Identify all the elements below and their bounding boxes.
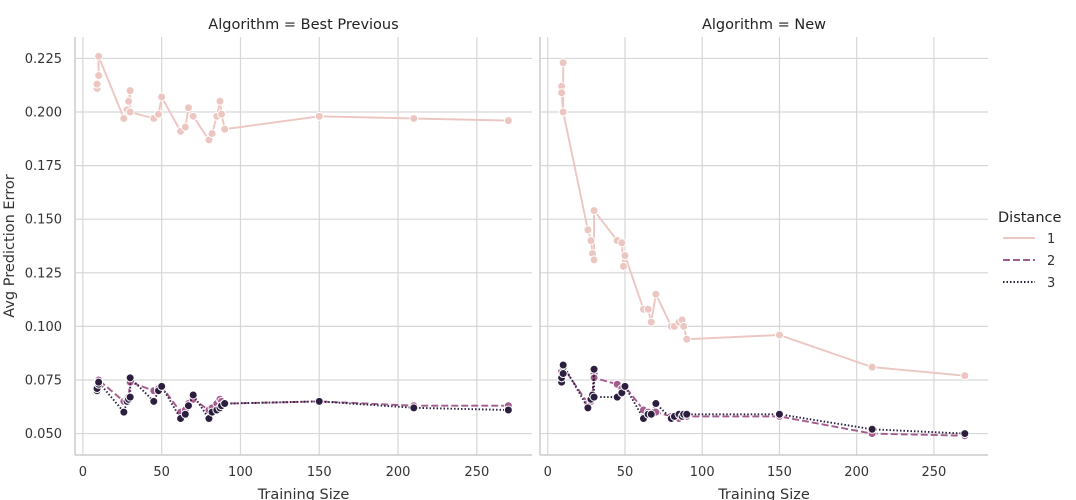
data-point-distance-1 [503,116,513,126]
legend-label-distance-1: 1 [1047,232,1055,247]
data-point-distance-1 [180,122,190,132]
data-point-distance-1 [589,255,599,265]
data-point-distance-3 [157,381,167,391]
data-point-distance-1 [220,124,230,134]
data-point-distance-3 [960,429,970,439]
data-point-distance-1 [682,334,692,344]
data-point-distance-3 [503,405,513,415]
x-tick-label: 250 [922,465,947,480]
panel-1: 0 50 100 150 200 250 [539,37,988,480]
data-point-distance-3 [183,401,193,411]
y-tick-label: 0.200 [25,106,62,121]
data-point-distance-1 [92,79,102,89]
x-tick-label: 250 [464,465,489,480]
data-point-distance-3 [651,399,661,409]
data-point-distance-3 [180,409,190,419]
data-point-distance-3 [119,407,129,417]
data-point-distance-1 [314,111,324,121]
data-point-distance-3 [149,396,159,406]
series-line-distance-3 [560,364,965,435]
y-tick-label: 0.150 [25,213,62,228]
data-point-distance-1 [125,107,135,117]
data-point-distance-1 [217,109,227,119]
data-point-distance-1 [583,225,593,235]
data-point-distance-1 [558,58,568,68]
data-point-distance-3 [589,364,599,374]
panel-title-new: Algorithm = New [702,17,826,33]
data-point-distance-3 [558,360,568,370]
data-point-distance-1 [557,88,567,98]
data-point-distance-1 [94,71,104,81]
x-tick-label: 200 [386,465,411,480]
legend-label-distance-2: 2 [1047,254,1055,269]
data-point-distance-3 [620,381,630,391]
series-line-distance-2 [560,366,965,437]
data-point-distance-1 [124,96,134,106]
x-tick-label: 0 [79,465,87,480]
data-point-distance-3 [188,390,198,400]
data-point-distance-3 [558,369,568,379]
x-axis-title-right: Training Size [717,487,810,500]
x-tick-label: 100 [690,465,715,480]
y-tick-label: 0.050 [25,427,62,442]
data-point-distance-1 [617,238,627,248]
data-point-distance-1 [960,371,970,381]
y-axis-title: Avg Prediction Error [2,174,18,317]
x-tick-label: 200 [844,465,869,480]
data-point-distance-1 [215,96,225,106]
data-point-distance-1 [643,304,653,314]
y-tick-label: 0.100 [25,320,62,335]
data-point-distance-3 [583,403,593,413]
y-tick-label: 0.125 [25,266,62,281]
y-tick-label: 0.175 [25,159,62,174]
data-point-distance-1 [188,111,198,121]
y-tick-label: 0.225 [25,52,62,67]
x-tick-label: 50 [617,465,634,480]
x-tick-label: 150 [307,465,332,480]
data-point-distance-1 [620,251,630,261]
x-tick-label: 100 [228,465,253,480]
x-tick-label: 50 [153,465,170,480]
data-point-distance-3 [220,399,230,409]
x-axis-title-left: Training Size [257,487,350,500]
data-point-distance-3 [314,396,324,406]
data-point-distance-1 [154,109,164,119]
data-point-distance-3 [774,409,784,419]
data-point-distance-1 [119,113,129,123]
data-point-distance-1 [586,236,596,246]
data-point-distance-3 [409,403,419,413]
y-tick-label: 0.075 [25,373,62,388]
legend-title: Distance [998,210,1061,226]
data-point-distance-1 [207,128,217,138]
data-point-distance-3 [125,373,135,383]
data-point-distance-1 [646,317,656,327]
data-point-distance-1 [679,321,689,331]
panel-0: 0 50 100 150 200 250 0.050 0.075 0.100 0.125 0.150… [25,37,532,480]
data-point-distance-1 [774,330,784,340]
data-point-distance-1 [867,362,877,372]
data-point-distance-1 [651,289,661,299]
data-point-distance-3 [867,424,877,434]
data-point-distance-1 [589,206,599,216]
data-point-distance-1 [409,113,419,123]
data-point-distance-1 [558,107,568,117]
data-point-distance-3 [94,377,104,387]
data-point-distance-1 [125,86,135,96]
panel-title-best-previous: Algorithm = Best Previous [208,17,398,33]
x-tick-label: 150 [767,465,792,480]
legend: Distance 1 2 3 [998,210,1061,291]
data-point-distance-1 [157,92,167,102]
data-point-distance-3 [125,392,135,402]
data-point-distance-1 [183,103,193,113]
data-point-distance-1 [94,51,104,61]
data-point-distance-3 [646,409,656,419]
data-point-distance-3 [589,392,599,402]
x-tick-label: 0 [544,465,552,480]
data-point-distance-3 [682,409,692,419]
legend-label-distance-3: 3 [1047,276,1055,291]
data-point-distance-1 [618,261,628,271]
